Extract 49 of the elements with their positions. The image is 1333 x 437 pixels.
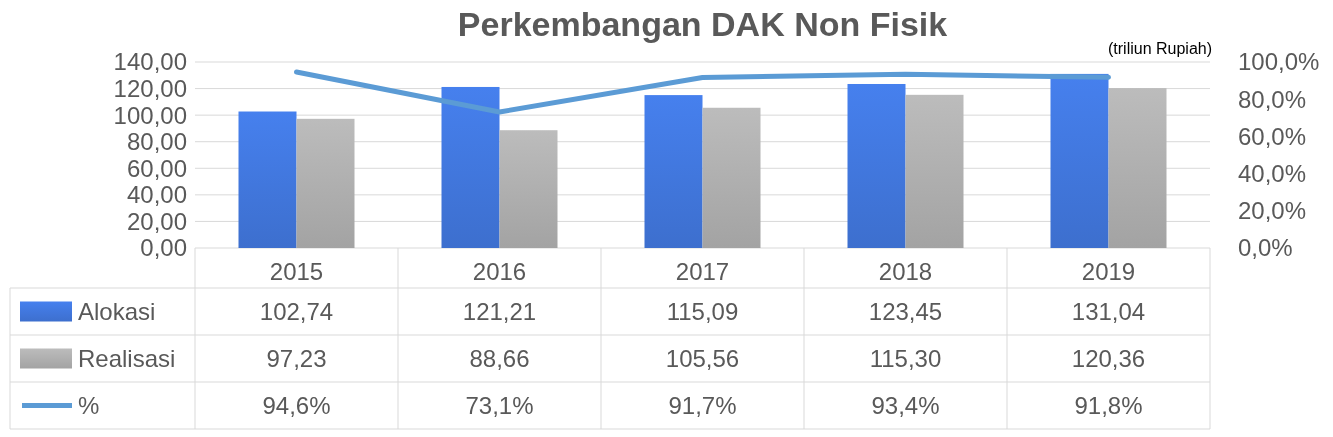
bar xyxy=(702,107,761,248)
y-tick-label: 100,00 xyxy=(113,101,187,129)
bar xyxy=(644,95,703,248)
y-tick-label: 80,00 xyxy=(126,128,187,156)
bar xyxy=(296,118,355,248)
y2-tick-label: 40,0% xyxy=(1238,160,1307,187)
y2-tick-label: 60,0% xyxy=(1238,122,1307,150)
data-label: 131,04 xyxy=(1071,297,1146,325)
y-tick-label: 120,00 xyxy=(113,74,187,102)
y-tick-label: 20,00 xyxy=(126,207,187,235)
y2-tick-label: 80,0% xyxy=(1238,85,1307,113)
bar xyxy=(1108,88,1167,248)
data-label: 102,74 xyxy=(259,297,334,325)
data-label: 93,4% xyxy=(871,391,940,419)
bar xyxy=(441,86,500,248)
x-tick-label: 2016 xyxy=(472,258,527,286)
y-tick-label: 60,00 xyxy=(126,154,187,182)
data-label: 121,21 xyxy=(462,297,537,325)
bar xyxy=(1050,73,1109,248)
data-label: 97,23 xyxy=(266,344,327,372)
y2-tick-label: 0,0% xyxy=(1238,234,1293,262)
bar xyxy=(499,130,558,248)
data-label: 94,6% xyxy=(262,391,331,419)
data-label: 73,1% xyxy=(465,391,534,419)
data-label: 120,36 xyxy=(1071,344,1146,372)
bar xyxy=(905,94,964,248)
text: (triliun Rupiah) xyxy=(1107,40,1213,57)
legend-label: Alokasi xyxy=(78,297,156,325)
data-label: 123,45 xyxy=(868,297,943,325)
y-tick-label: 40,00 xyxy=(126,181,187,209)
x-tick-label: 2019 xyxy=(1081,258,1136,286)
x-tick-label: 2018 xyxy=(878,258,933,286)
data-label: 88,66 xyxy=(469,344,530,372)
legend-label: % xyxy=(78,391,100,419)
legend-label: Realisasi xyxy=(78,344,176,372)
data-label: 105,56 xyxy=(665,344,740,372)
y-tick-label: 0,00 xyxy=(140,234,187,262)
y2-tick-label: 100,0% xyxy=(1238,48,1320,76)
x-tick-label: 2015 xyxy=(269,258,324,286)
data-label: 115,30 xyxy=(869,344,942,372)
bar xyxy=(847,83,906,248)
data-label: 91,7% xyxy=(668,391,737,419)
y-tick-label: 140,00 xyxy=(113,48,187,76)
x-tick-label: 2017 xyxy=(675,258,730,286)
y2-tick-label: 20,0% xyxy=(1238,197,1307,225)
bar xyxy=(238,111,297,248)
data-label: 91,8% xyxy=(1074,391,1143,419)
data-label: 115,09 xyxy=(666,297,739,325)
chart-title: Perkembangan DAK Non Fisik xyxy=(457,5,948,43)
